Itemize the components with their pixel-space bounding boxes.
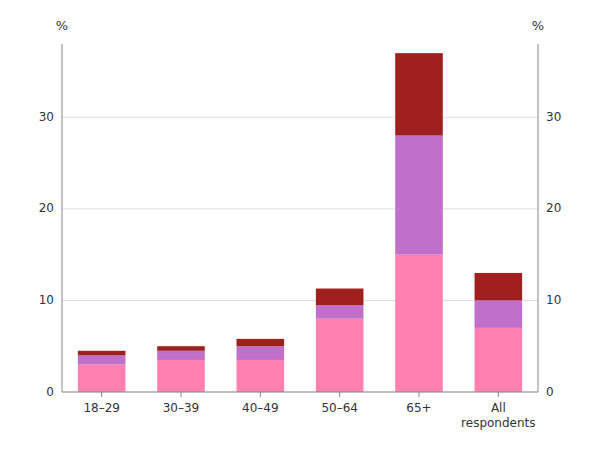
bar-segment [475,328,523,392]
bar-segment [395,255,443,392]
x-tick [339,392,340,397]
chart-svg: 0 10 20 30 0 10 20 30 18–29 30–39 40–49 50–64 65+ All… [0,0,600,454]
x-tick [260,392,261,397]
x-tick [419,392,420,397]
bar-segment [237,360,285,392]
y2-tick-label: 10 [546,293,561,307]
y-tick-label: 30 [39,110,54,124]
x-tick-label: 40–49 [242,401,279,415]
x-tick-label-line: 50–64 [321,401,358,415]
x-tick-label: 50–64 [321,401,358,415]
bar-segment [78,351,126,356]
y2-axis-line [538,44,539,392]
x-tick-label: Allrespondents [461,401,535,430]
x-tick [101,392,102,397]
bar-segment [395,53,443,135]
bar-segment [157,360,205,392]
x-tick-label-line: 65+ [406,401,431,415]
y-axis-line [62,44,63,392]
bar-segment [157,346,205,351]
y-tick-label: 10 [39,293,54,307]
grid-line [62,117,538,118]
bar-segment [395,136,443,255]
chart-container: 0 10 20 30 0 10 20 30 18–29 30–39 40–49 50–64 65+ All… [0,0,600,454]
x-tick-label: 65+ [406,401,431,415]
y2-tick-label: 0 [546,385,554,399]
bar-segment [157,351,205,360]
bar-segment [316,289,364,305]
grid-line [62,208,538,209]
x-tick-label-line: 30–39 [163,401,200,415]
series [78,136,522,365]
y-axis-label: % [56,18,68,33]
grid-line [62,300,538,301]
y-tick-label: 0 [46,385,54,399]
bar-segment [316,305,364,319]
series [78,255,522,392]
x-tick-label-line: respondents [461,416,535,430]
x-tick [181,392,182,397]
bar-segment [78,355,126,364]
series [78,53,522,355]
x-axis-line [62,392,538,393]
grid [62,117,538,392]
axes: 0 10 20 30 0 10 20 30 18–29 30–39 40–49 50–64 65+ All… [39,44,562,430]
x-tick-label-line: 40–49 [242,401,279,415]
x-tick [498,392,499,397]
x-tick-label-line: 18–29 [83,401,120,415]
bars [78,53,522,392]
bar-segment [316,319,364,392]
x-tick-label: 30–39 [163,401,200,415]
x-tick-label-line: All [491,401,506,415]
bar-segment [237,339,285,346]
y-tick-label: 20 [39,201,54,215]
y2-tick-label: 20 [546,201,561,215]
bar-segment [475,273,523,300]
bar-segment [78,365,126,392]
bar-segment [475,300,523,327]
bar-segment [237,346,285,360]
y2-tick-label: 30 [546,110,561,124]
y2-axis-label: % [532,18,544,33]
x-tick-label: 18–29 [83,401,120,415]
grid-line [62,392,538,393]
